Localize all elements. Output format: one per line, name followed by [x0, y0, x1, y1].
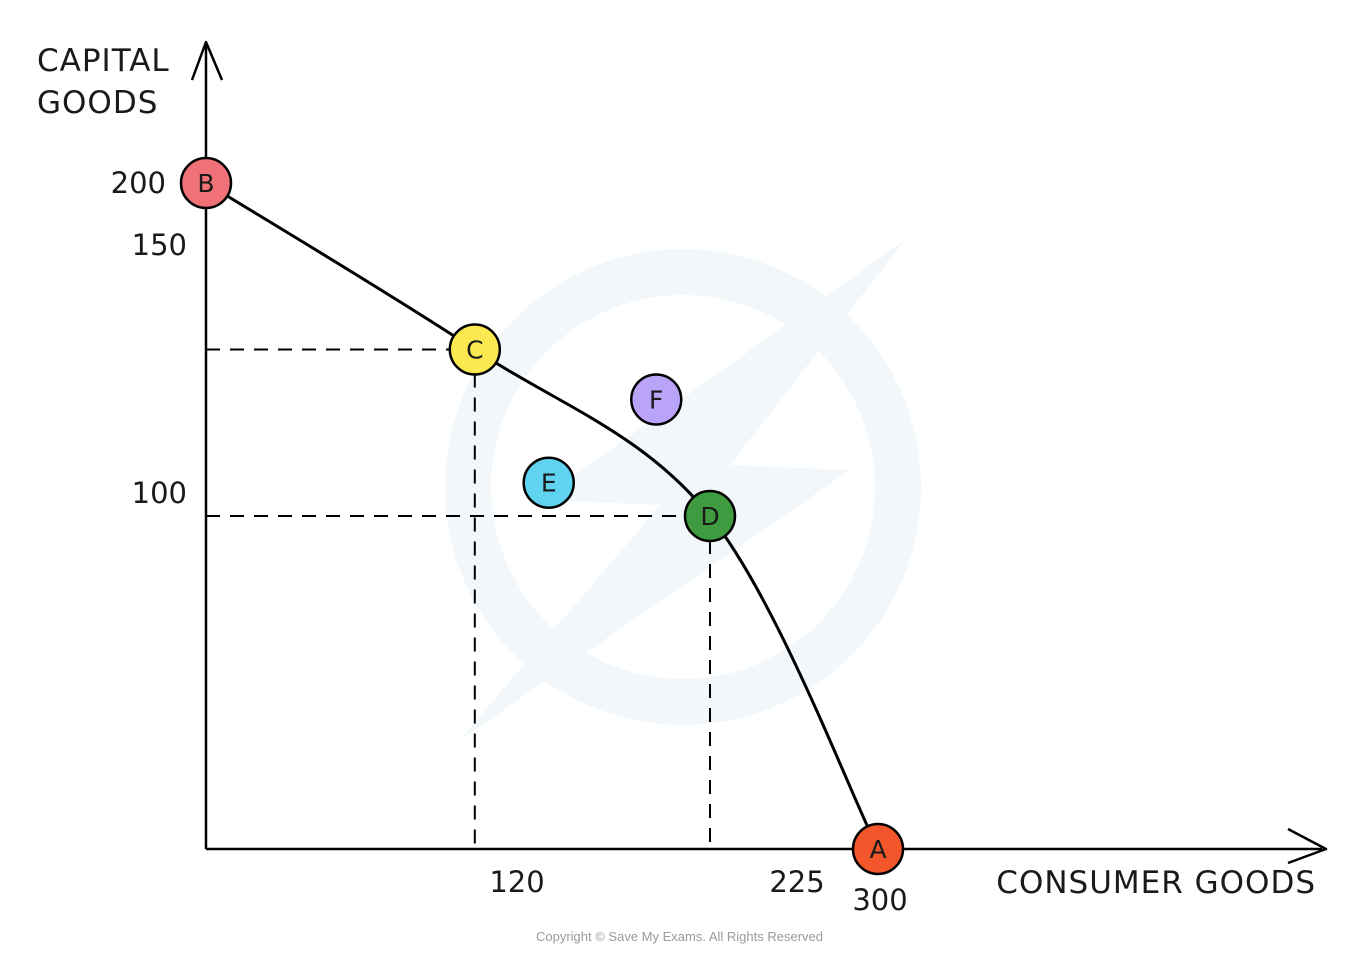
point-label: D: [700, 502, 719, 531]
point-c: C: [448, 323, 502, 376]
point-f: F: [629, 373, 683, 426]
point-label: E: [541, 469, 557, 498]
point-marker: [179, 156, 233, 210]
y-tick-label: 200: [111, 166, 166, 200]
points-layer: B C F E D A: [179, 156, 905, 876]
ppf-curve: [205, 181, 880, 850]
x-axis-arrow: [1287, 827, 1328, 865]
x-axis-label: CONSUMER GOODS: [996, 865, 1316, 901]
y-axis-label-line-1: CAPITAL: [37, 43, 170, 79]
y-axis-label-line-2: GOODS: [37, 85, 158, 121]
point-b: B: [179, 156, 233, 210]
point-e: E: [522, 456, 575, 509]
point-marker: [629, 373, 683, 426]
x-tick-label: 120: [489, 865, 544, 899]
axes: [190, 40, 1328, 865]
point-marker: [448, 323, 502, 376]
dashed-guides: [206, 348, 711, 849]
y-tick-label: 100: [132, 476, 187, 510]
point-label: B: [197, 169, 214, 198]
x-tick-label: 225: [769, 865, 824, 899]
point-marker: [851, 822, 905, 876]
point-d: D: [683, 489, 737, 543]
point-label: A: [869, 835, 886, 864]
watermark-logo: [445, 240, 921, 740]
x-tick-label: 300: [852, 883, 907, 917]
point-label: F: [649, 385, 663, 414]
y-axis-arrow: [190, 40, 224, 81]
y-tick-label: 150: [132, 228, 187, 262]
point-marker: [522, 456, 575, 509]
point-label: C: [466, 336, 483, 365]
copyright-text: Copyright © Save My Exams. All Rights Re…: [535, 929, 823, 944]
point-a: A: [851, 822, 905, 876]
point-marker: [683, 489, 737, 543]
